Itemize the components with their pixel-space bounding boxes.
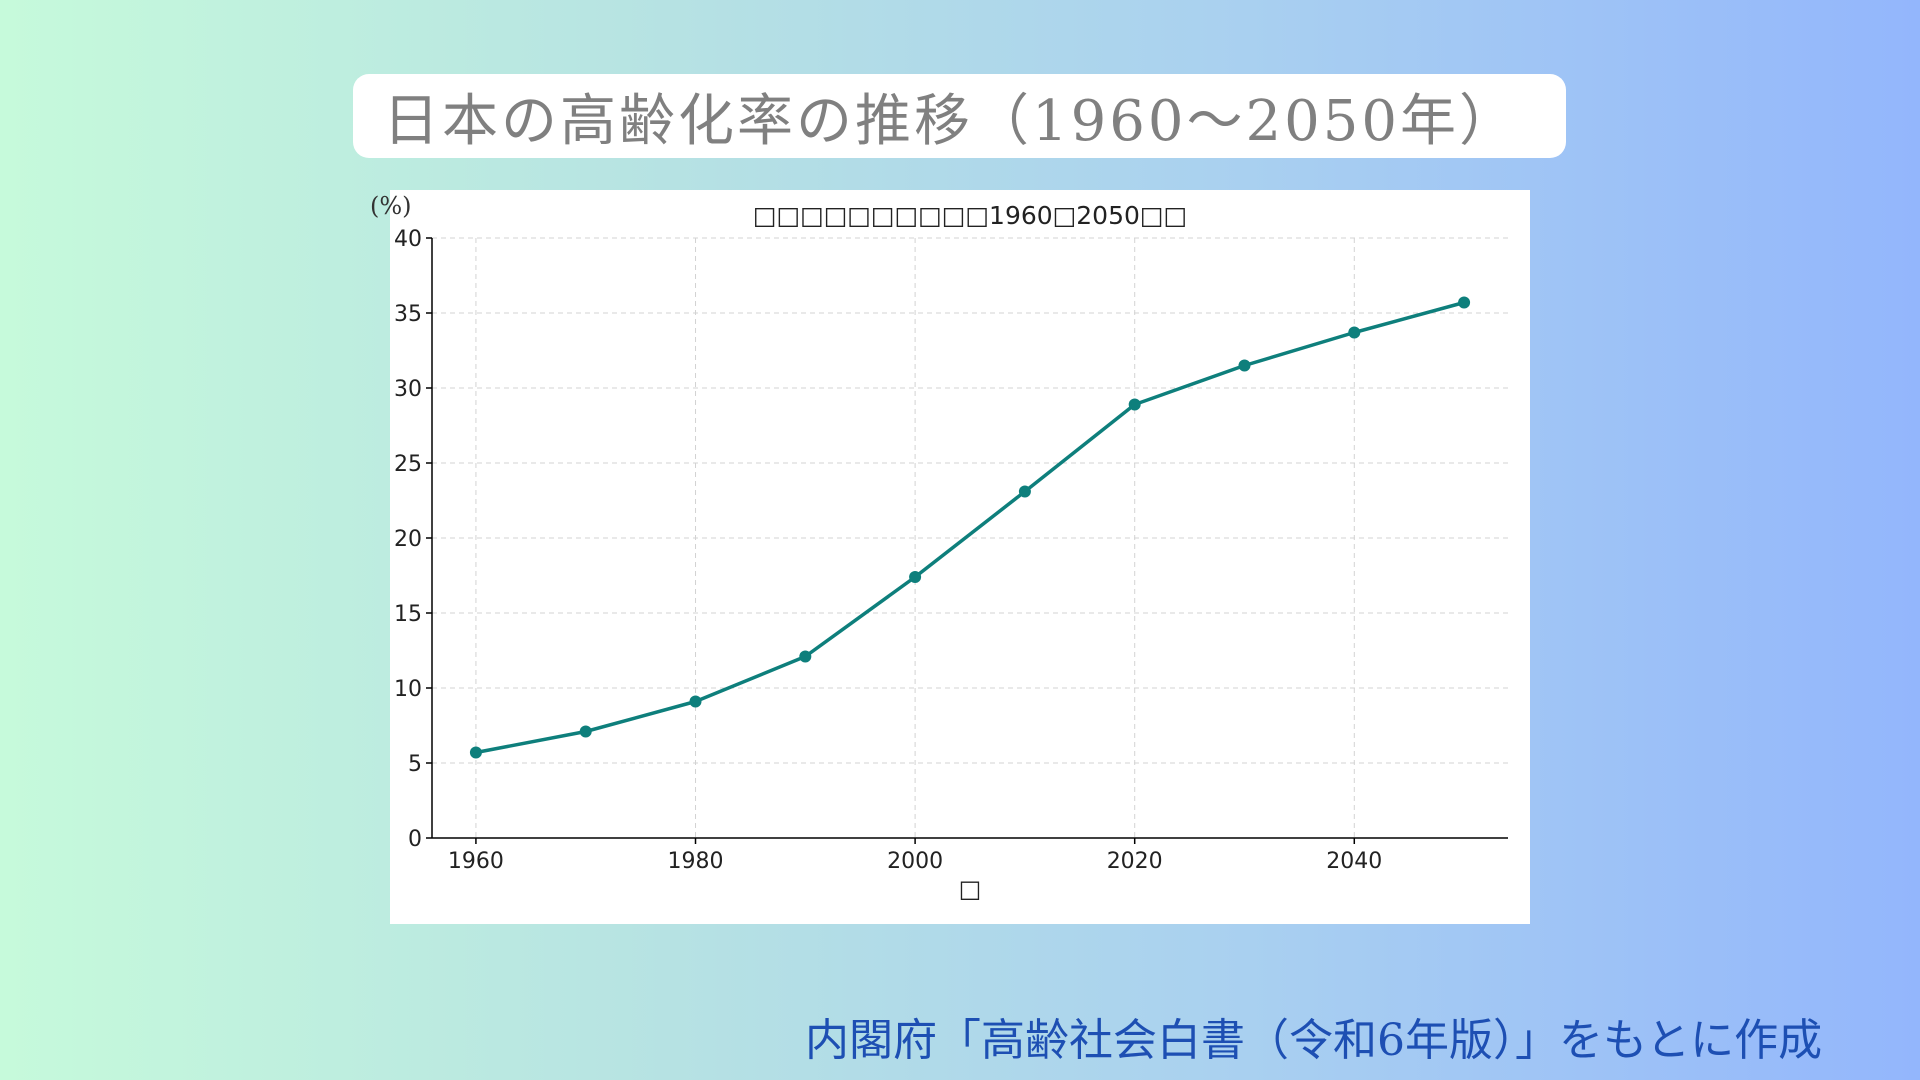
- grid-layer: [432, 237, 1508, 838]
- data-point: [909, 571, 922, 583]
- y-tick-label: 20: [394, 527, 422, 552]
- x-axis-label: □: [959, 875, 982, 903]
- page-title-box: 日本の高齢化率の推移（1960〜2050年）: [353, 74, 1566, 158]
- data-point: [579, 725, 592, 738]
- chart-card: 0 5 10 15 20 25 30 35 40 1960 1980 2000 2020 2040 □□□…: [370, 190, 1530, 924]
- y-tick-label: 10: [394, 677, 422, 702]
- data-point: [1128, 398, 1141, 411]
- data-point: [799, 650, 812, 663]
- axes-layer: 0 5 10 15 20 25 30 35 40 1960 1980 2000 2020 2040: [394, 227, 1508, 874]
- y-axis-unit-label: (%): [370, 192, 412, 220]
- y-tick-label: 35: [394, 302, 422, 327]
- data-point: [1348, 326, 1361, 339]
- data-point: [1018, 485, 1031, 498]
- series-line: [474, 300, 1466, 755]
- data-point: [1458, 296, 1471, 309]
- y-tick-label: 0: [408, 827, 422, 852]
- data-point: [469, 746, 482, 759]
- x-tick-label: 2020: [1107, 849, 1163, 874]
- page-title: 日本の高齢化率の推移（1960〜2050年）: [383, 88, 1519, 154]
- series-layer: [469, 296, 1471, 759]
- x-tick-label: 1960: [448, 849, 504, 874]
- source-note: 内閣府「高齢社会白書（令和6年版）」をもとに作成: [805, 1015, 1823, 1066]
- x-tick-label: 1980: [668, 849, 724, 874]
- y-tick-label: 30: [394, 377, 422, 402]
- data-point: [1238, 359, 1251, 372]
- y-tick-label: 15: [394, 602, 422, 627]
- y-tick-label: 40: [394, 227, 422, 252]
- data-point: [689, 695, 702, 708]
- chart-title: □□□□□□□□□□1960□2050□□: [753, 201, 1187, 230]
- x-tick-label: 2040: [1326, 849, 1382, 874]
- y-tick-label: 25: [394, 452, 422, 477]
- x-tick-label: 2000: [887, 849, 943, 874]
- y-tick-label: 5: [408, 752, 422, 777]
